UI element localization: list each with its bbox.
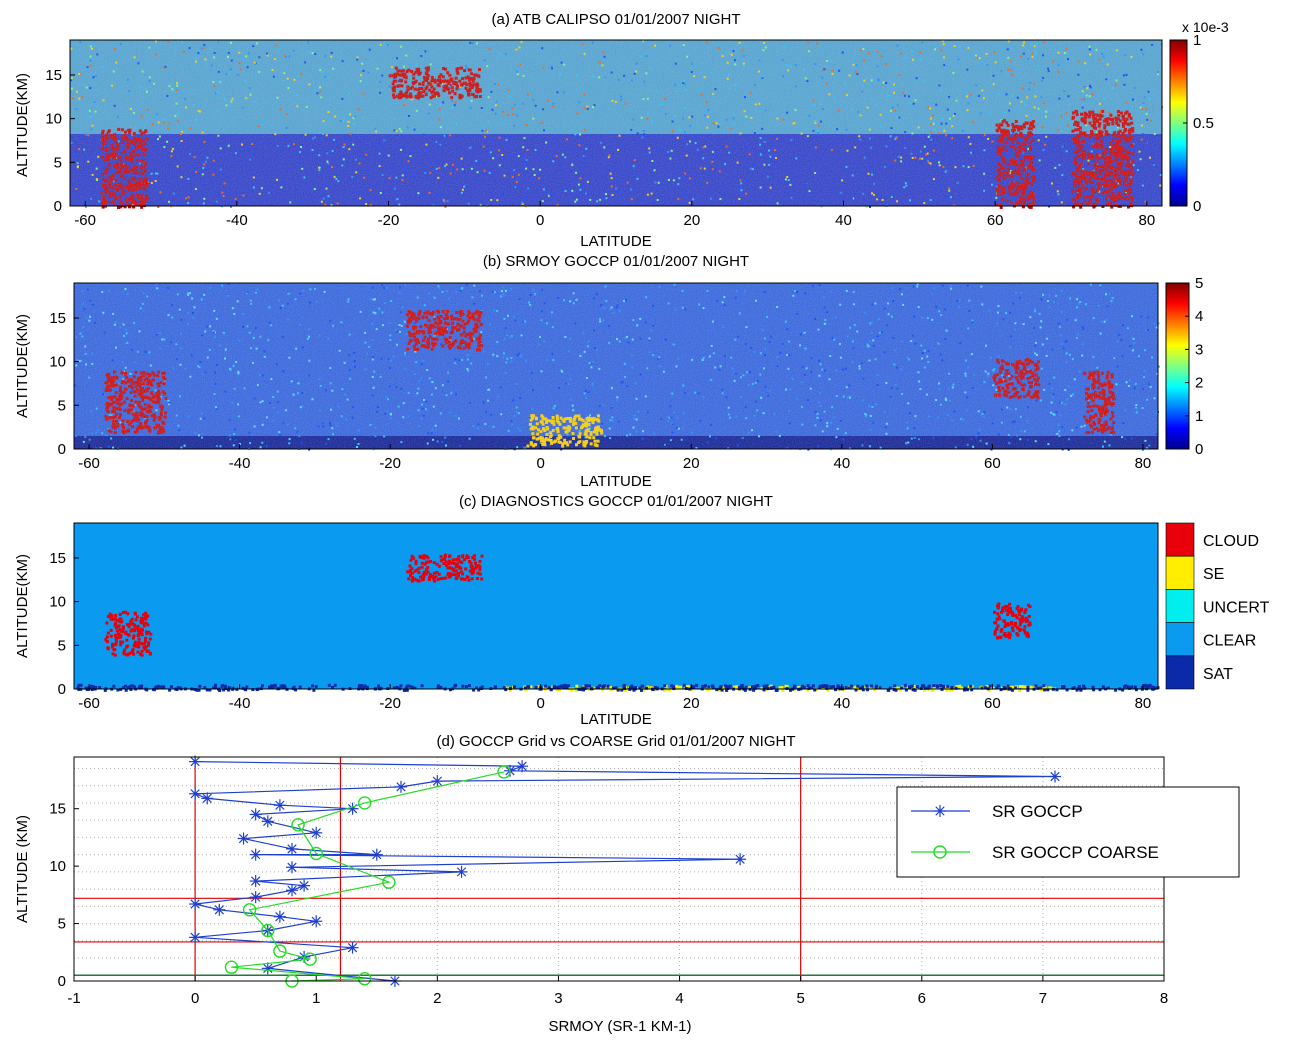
x-tick-label: 20 bbox=[683, 212, 700, 229]
x-tick-label: 0 bbox=[536, 212, 544, 229]
panel-a-xlabel: LATITUDE bbox=[580, 233, 651, 250]
y-tick-label: 0 bbox=[54, 198, 62, 215]
y-tick-label: 10 bbox=[45, 111, 62, 128]
panel-a: (a) ATB CALIPSO 01/01/2007 NIGHT -60 -40 -… bbox=[14, 11, 1229, 250]
x-tick-label: 40 bbox=[835, 212, 852, 229]
x-tick-label: -20 bbox=[378, 212, 400, 229]
x-tick-label: -60 bbox=[74, 212, 96, 229]
x-tick-label: 60 bbox=[987, 212, 1004, 229]
x-tick-label: -40 bbox=[226, 212, 248, 229]
colorbar-tick-label: 0 bbox=[1193, 198, 1201, 215]
panel-a-plot bbox=[70, 40, 1163, 209]
panel-a-colorbar-ticks: 00.51 bbox=[1183, 32, 1214, 215]
panel-a-noise-overlay bbox=[70, 40, 1162, 206]
panel-a-ylabel: ALTITUDE(KM) bbox=[14, 73, 31, 177]
colorbar-tick-label: 1 bbox=[1193, 32, 1201, 49]
panel-b: (b) SRMOY GOCCP 01/01/2007 NIGHT -60-40-… bbox=[14, 253, 1203, 490]
colorbar-tick-label: 0.5 bbox=[1193, 115, 1214, 132]
y-tick-label: 15 bbox=[45, 67, 62, 84]
panel-b-title: (b) SRMOY GOCCP 01/01/2007 NIGHT bbox=[483, 253, 749, 270]
panel-b-plot bbox=[74, 283, 1160, 451]
panel-a-title: (a) ATB CALIPSO 01/01/2007 NIGHT bbox=[492, 11, 741, 28]
panel-a-colorbar-label: x 10e-3 bbox=[1182, 19, 1229, 35]
y-tick-label: 5 bbox=[54, 154, 62, 171]
x-tick-label: 80 bbox=[1138, 212, 1155, 229]
